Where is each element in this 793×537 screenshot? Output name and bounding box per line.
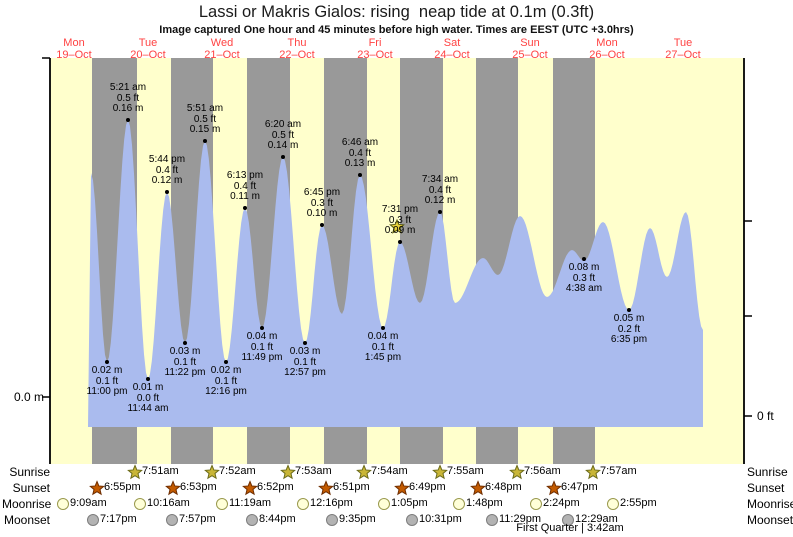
tide-water-area — [88, 120, 703, 427]
y-axis-left-label: 0.0 m — [13, 390, 44, 404]
page-subtitle: Image captured One hour and 45 minutes b… — [159, 24, 634, 36]
y-axis-right-label: 0 ft — [757, 409, 774, 423]
moon-phase-footer: First Quarter | 3:42am — [516, 522, 624, 534]
page-title: Lassi or Makris Gialos: rising neap tide… — [198, 3, 595, 21]
capture-time-star-icon — [389, 218, 405, 234]
